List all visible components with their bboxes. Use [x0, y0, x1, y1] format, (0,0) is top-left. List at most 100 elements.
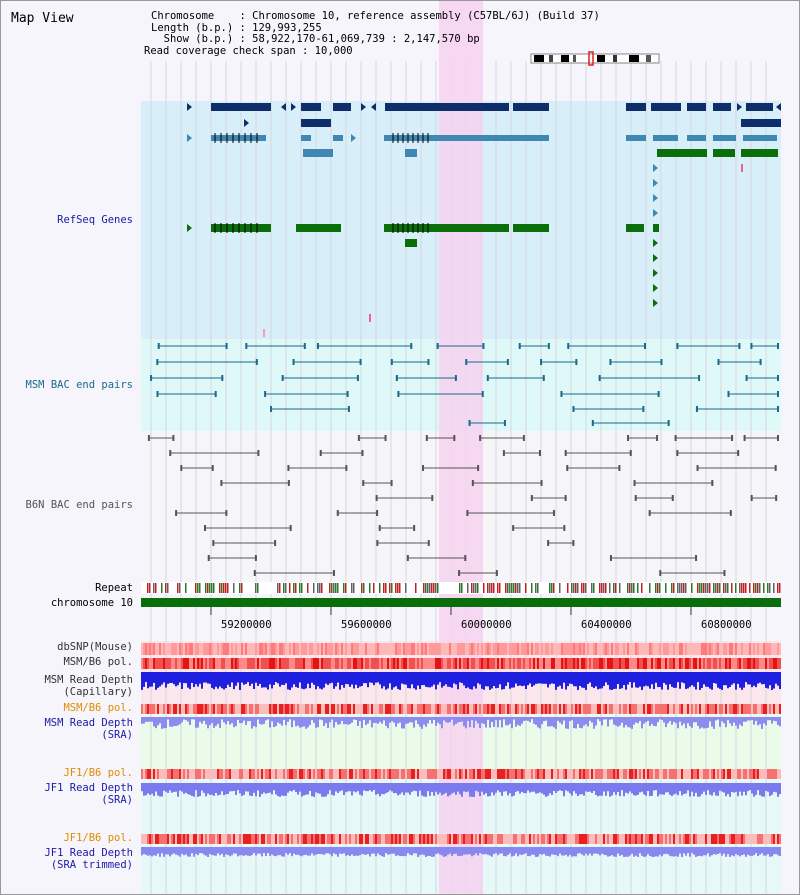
track-label-refseq[interactable]: RefSeq Genes [57, 214, 133, 226]
polymorphism-cell [421, 643, 423, 655]
polymorphism-cell [621, 834, 623, 844]
polymorphism-cell [673, 834, 675, 844]
polymorphism-cell [333, 769, 335, 779]
polymorphism-cell [739, 658, 741, 669]
polymorphism-cell [267, 769, 269, 779]
repeat-element [739, 583, 741, 593]
read-depth-bar [367, 847, 369, 855]
bac-end-left [270, 406, 273, 412]
read-depth-bar [693, 672, 695, 687]
read-depth-bar [625, 672, 627, 690]
polymorphism-cell [479, 769, 481, 779]
polymorphism-cell [379, 769, 381, 779]
polymorphism-cell [615, 834, 617, 844]
polymorphism-cell [633, 834, 635, 844]
track-label-msm-depth-capillary[interactable]: MSM Read Depth (Capillary) [44, 674, 133, 698]
polymorphism-cell [665, 643, 667, 655]
polymorphism-cell [727, 643, 729, 655]
polymorphism-cell [191, 704, 193, 714]
polymorphism-cell [699, 834, 701, 844]
polymorphism-cell [343, 769, 345, 779]
polymorphism-cell [505, 658, 507, 669]
read-depth-bar [711, 672, 713, 690]
track-label-repeat[interactable]: Repeat [95, 582, 133, 594]
read-depth-bar [465, 847, 467, 855]
read-depth-bar [587, 783, 589, 792]
track-label-jf1-depth-trimmed[interactable]: JF1 Read Depth (SRA trimmed) [44, 847, 133, 871]
track-label-jf1-depth-sra[interactable]: JF1 Read Depth (SRA) [44, 782, 133, 806]
track-label-jf1-pol-2[interactable]: JF1/B6 pol. [63, 832, 133, 844]
polymorphism-cell [493, 704, 495, 714]
polymorphism-cell [659, 643, 661, 655]
read-depth-bar [401, 847, 403, 857]
track-label-msm-pol-2[interactable]: MSM/B6 pol. [63, 702, 133, 714]
track-label-jf1-pol-1[interactable]: JF1/B6 pol. [63, 767, 133, 779]
read-depth-bar [295, 672, 297, 688]
read-depth-bar [651, 672, 653, 685]
track-label-chromosome[interactable]: chromosome 10 [50, 597, 133, 609]
read-depth-bar [433, 717, 435, 720]
polymorphism-cell [417, 643, 419, 655]
polymorphism-cell [293, 643, 295, 655]
track-label-msm-pol-1[interactable]: MSM/B6 pol. [63, 656, 133, 668]
polymorphism-cell [149, 834, 151, 844]
polymorphism-cell [575, 704, 577, 714]
gene-strand-arrow [281, 103, 286, 111]
polymorphism-cell [529, 834, 531, 844]
polymorphism-cell [185, 658, 187, 669]
read-depth-bar [165, 672, 167, 688]
read-depth-bar [293, 717, 295, 721]
polymorphism-cell [325, 643, 327, 655]
read-depth-bar [183, 672, 185, 684]
read-depth-bar [143, 717, 145, 724]
polymorphism-cell [435, 658, 437, 669]
polymorphism-cell [615, 658, 617, 669]
polymorphism-cell [563, 658, 565, 669]
read-depth-bar [177, 717, 179, 726]
polymorphism-cell [293, 834, 295, 844]
polymorphism-cell [341, 834, 343, 844]
read-depth-bar [505, 672, 507, 686]
read-depth-bar [195, 717, 197, 728]
read-depth-bar [683, 672, 685, 684]
bac-end-left [745, 375, 748, 381]
polymorphism-cell [209, 769, 211, 779]
polymorphism-cell [543, 643, 545, 655]
polymorphism-cell [435, 704, 437, 714]
polymorphism-cell [777, 834, 779, 844]
read-depth-bar [593, 672, 595, 689]
read-depth-bar [205, 783, 207, 797]
polymorphism-cell [559, 704, 561, 714]
read-depth-bar [331, 847, 333, 857]
repeat-element [727, 583, 729, 593]
track-label-dbsnp[interactable]: dbSNP(Mouse) [57, 641, 133, 653]
read-depth-bar [775, 847, 777, 854]
read-depth-bar [537, 672, 539, 684]
polymorphism-cell [467, 834, 469, 844]
polymorphism-cell [311, 643, 313, 655]
repeat-element [709, 583, 711, 593]
polymorphism-cell [347, 643, 349, 655]
polymorphism-cell [199, 658, 201, 669]
polymorphism-cell [607, 643, 609, 655]
polymorphism-cell [601, 769, 603, 779]
track-label-msm-depth-sra[interactable]: MSM Read Depth (SRA) [44, 717, 133, 741]
polymorphism-cell [393, 658, 395, 669]
read-depth-bar [631, 783, 633, 794]
read-depth-bar [571, 717, 573, 721]
polymorphism-cell [261, 658, 263, 669]
read-depth-bar [315, 717, 317, 728]
polymorphism-cell [589, 704, 591, 714]
read-depth-bar [705, 783, 707, 795]
polymorphism-cell [309, 643, 311, 655]
track-label-b6n-bac[interactable]: B6N BAC end pairs [25, 499, 133, 511]
read-depth-bar [325, 783, 327, 797]
polymorphism-cell [161, 834, 163, 844]
read-depth-bar [371, 672, 373, 683]
polymorphism-cell [383, 769, 385, 779]
polymorphism-cell [169, 769, 171, 779]
track-label-msm-bac[interactable]: MSM BAC end pairs [25, 379, 133, 391]
polymorphism-cell [407, 769, 409, 779]
polymorphism-cell [551, 834, 553, 844]
